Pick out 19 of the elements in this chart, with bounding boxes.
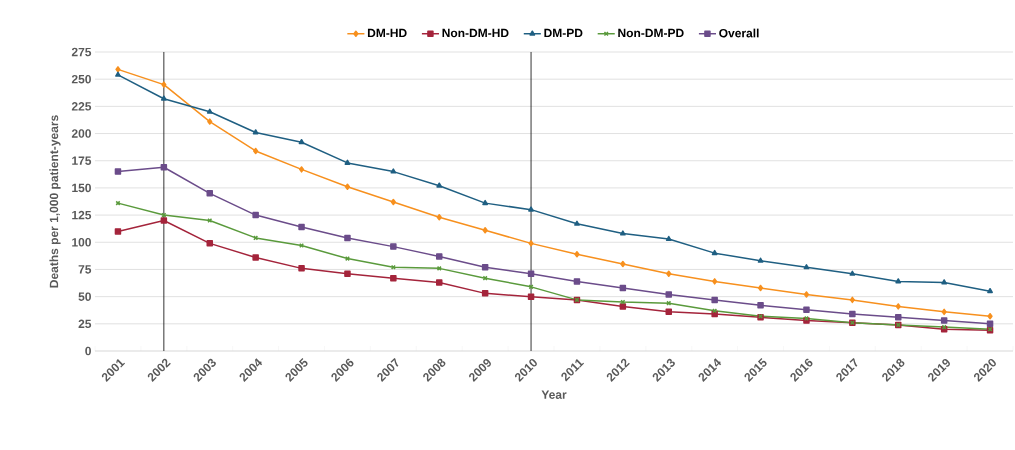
y-tick-label: 25 [78, 319, 92, 329]
y-tick-label: 150 [72, 183, 91, 193]
y-tick-label: 250 [71, 74, 91, 84]
y-tick-label: 75 [78, 265, 92, 274]
legend-label: Overall [719, 28, 759, 38]
legend-label: DM-PD [544, 28, 583, 38]
legend-label: Non-DM-PD [618, 28, 684, 38]
y-tick-label: 225 [71, 102, 92, 111]
y-axis-title: Deaths per 1,000 patient-years [49, 115, 61, 288]
y-tick-label: 50 [78, 292, 91, 301]
y-tick-label: 175 [72, 156, 92, 165]
y-tick-label: 275 [71, 47, 92, 57]
y-tick-label: 100 [72, 238, 91, 247]
legend-label: DM-HD [367, 28, 407, 38]
legend-label: Non-DM-HD [442, 28, 509, 38]
x-axis-title: Year [541, 390, 567, 399]
y-tick-label: 125 [72, 210, 92, 220]
y-tick-label: 200 [71, 129, 91, 138]
y-tick-label: 0 [85, 346, 91, 356]
